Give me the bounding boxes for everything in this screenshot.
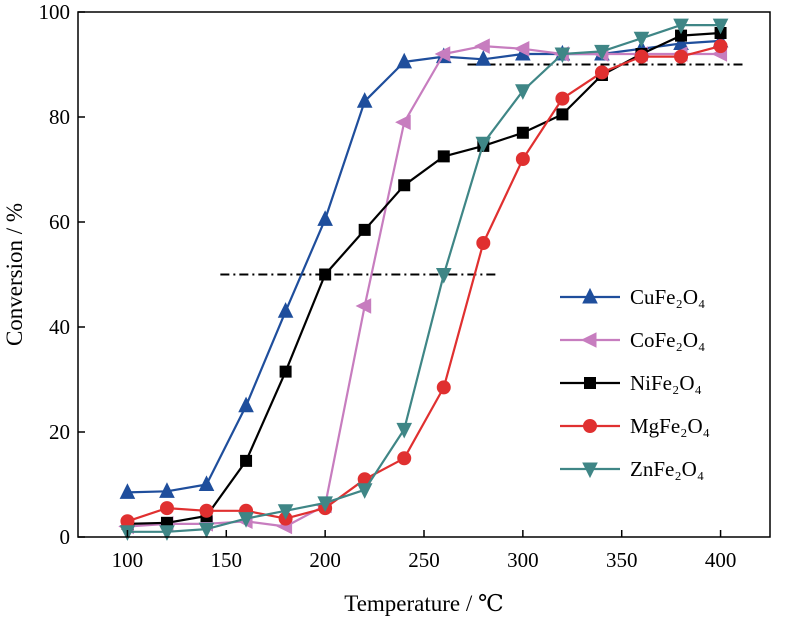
data-point — [395, 114, 411, 131]
data-point — [198, 522, 215, 539]
data-point — [396, 52, 413, 69]
data-point — [159, 501, 174, 516]
series-line — [127, 45, 721, 523]
data-point — [277, 302, 294, 318]
series-line — [127, 39, 721, 494]
data-point — [356, 483, 373, 499]
data-point — [555, 91, 570, 106]
data-point — [475, 136, 492, 153]
series-5 — [119, 18, 729, 541]
y-tick-label: 60 — [49, 210, 70, 234]
legend-item: NiFe₂O₄ — [560, 371, 702, 395]
legend-marker — [584, 377, 596, 389]
series-4 — [120, 39, 728, 529]
data-point — [712, 18, 729, 35]
series-line — [127, 45, 721, 528]
legend-label: NiFe₂O₄ — [630, 371, 702, 395]
y-tick-label: 100 — [39, 0, 71, 24]
legend-item: CoFe₂O₄ — [560, 328, 705, 352]
legend: CuFe₂O₄ CoFe₂O₄ NiFe₂O₄ MgFe₂O₄ ZnFe₂O₄ — [560, 285, 710, 481]
series-line — [127, 31, 721, 525]
legend-label: ZnFe₂O₄ — [630, 457, 704, 481]
legend-marker — [582, 462, 598, 479]
data-point — [476, 236, 491, 250]
legend-label: CuFe₂O₄ — [630, 285, 705, 309]
data-point — [674, 49, 689, 64]
y-tick-label: 20 — [49, 420, 70, 444]
data-point — [119, 483, 136, 499]
data-point — [434, 46, 451, 62]
data-point — [159, 482, 175, 498]
legend-marker — [580, 332, 597, 348]
x-tick-label: 350 — [606, 548, 638, 572]
data-point — [515, 84, 531, 100]
data-point — [240, 454, 253, 467]
series-1 — [119, 31, 729, 499]
reference-lines — [220, 63, 745, 276]
x-tick-label: 400 — [705, 548, 737, 572]
legend-item: CuFe₂O₄ — [560, 285, 705, 309]
data-point — [397, 451, 412, 466]
data-point — [516, 126, 529, 139]
x-axis-title: Temperature / ℃ — [344, 591, 504, 616]
data-point — [554, 47, 571, 64]
data-point — [319, 268, 332, 281]
data-point — [317, 210, 333, 226]
data-point — [358, 223, 371, 236]
series-3 — [121, 27, 727, 530]
data-point — [594, 44, 610, 61]
data-point — [398, 179, 411, 192]
y-tick-label: 40 — [49, 315, 70, 339]
series-line — [127, 24, 721, 533]
data-point — [396, 422, 413, 439]
data-point — [238, 512, 254, 528]
data-point — [594, 65, 609, 80]
series-layer — [118, 18, 729, 541]
legend-label: MgFe₂O₄ — [630, 414, 710, 438]
data-point — [356, 92, 373, 108]
legend-marker — [582, 287, 598, 304]
x-tick-label: 300 — [507, 548, 539, 572]
data-point — [633, 31, 650, 48]
legend-item: ZnFe₂O₄ — [560, 457, 704, 481]
legend-marker — [583, 419, 597, 433]
data-point — [713, 39, 728, 54]
axis-ticks: 100 150 200 250 300 350 400 0 20 40 60 80 100 — [39, 0, 737, 572]
data-point — [556, 108, 569, 121]
data-point — [279, 365, 292, 378]
data-point — [475, 50, 492, 66]
x-tick-label: 150 — [211, 548, 243, 572]
x-tick-label: 250 — [408, 548, 440, 572]
data-point — [474, 38, 490, 54]
y-tick-label: 0 — [60, 525, 71, 549]
y-tick-label: 80 — [49, 105, 70, 129]
legend-item: MgFe₂O₄ — [560, 414, 710, 438]
legend-label: CoFe₂O₄ — [630, 328, 705, 352]
data-point — [198, 475, 215, 491]
data-point — [238, 396, 254, 413]
data-point — [634, 49, 649, 64]
data-point — [436, 380, 451, 395]
data-point — [355, 298, 372, 314]
data-point — [515, 152, 530, 166]
data-point — [317, 496, 333, 512]
data-point — [199, 503, 214, 518]
x-tick-label: 200 — [309, 548, 341, 572]
data-point — [673, 18, 689, 35]
y-axis-title: Conversion / % — [2, 203, 27, 346]
data-point — [437, 150, 450, 163]
data-point — [513, 40, 530, 57]
x-tick-label: 100 — [112, 548, 144, 572]
data-point — [159, 525, 175, 541]
data-point — [277, 504, 294, 520]
data-point — [435, 268, 452, 284]
